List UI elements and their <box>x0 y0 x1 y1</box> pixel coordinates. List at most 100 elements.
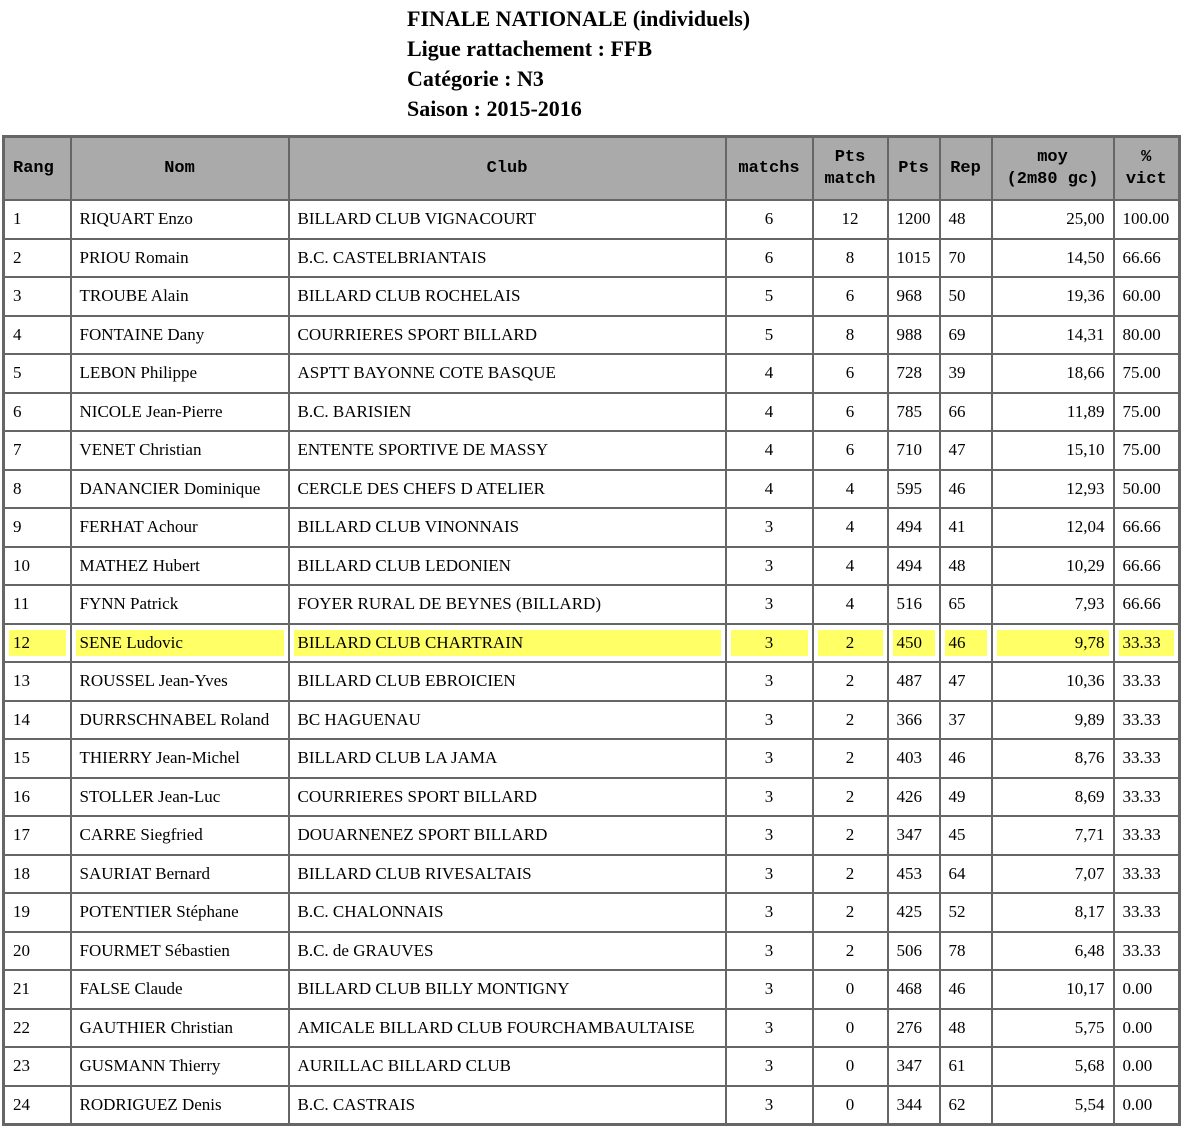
cell-matchs: 3 <box>724 776 814 817</box>
cell-nom: MATHEZ Hubert <box>69 545 290 586</box>
cell-pts: 516 <box>886 584 941 625</box>
cell-pts-match-value: 2 <box>817 629 883 656</box>
cell-pts: 1200 <box>886 199 941 240</box>
cell-rang: 13 <box>2 661 72 702</box>
cell-pts-value: 366 <box>896 709 923 729</box>
cell-nom: FERHAT Achour <box>69 507 290 548</box>
cell-moy: 10,17 <box>990 969 1115 1010</box>
cell-matchs-value: 6 <box>764 247 774 267</box>
cell-matchs: 3 <box>724 584 814 625</box>
cell-nom: PRIOU Romain <box>69 237 290 278</box>
cell-nom: LEBON Philippe <box>69 353 290 394</box>
cell-pts: 487 <box>886 661 941 702</box>
cell-moy-value: 8,69 <box>1074 786 1105 806</box>
cell-pts-value: 453 <box>896 863 923 883</box>
cell-pct-vict-value: 33.33 <box>1122 671 1161 691</box>
cell-club-value: CERCLE DES CHEFS D ATELIER <box>297 478 545 498</box>
cell-pts-match: 2 <box>811 622 889 663</box>
cell-club-value: ENTENTE SPORTIVE DE MASSY <box>297 440 549 460</box>
cell-matchs: 4 <box>724 391 814 432</box>
cell-moy-value: 5,54 <box>1074 1094 1105 1114</box>
cell-pts-match: 4 <box>811 545 889 586</box>
cell-nom-value: GAUTHIER Christian <box>79 1017 233 1037</box>
cell-pct-vict: 60.00 <box>1112 276 1181 317</box>
cell-club-value: COURRIERES SPORT BILLARD <box>297 324 538 344</box>
cell-club: B.C. CASTELBRIANTAIS <box>287 237 727 278</box>
cell-rang: 7 <box>2 430 72 471</box>
cell-club-value: DOUARNENEZ SPORT BILLARD <box>297 825 548 845</box>
column-header-matchs: matchs <box>724 135 814 201</box>
cell-moy: 8,17 <box>990 892 1115 933</box>
cell-moy: 11,89 <box>990 391 1115 432</box>
cell-pts-value: 516 <box>896 594 923 614</box>
cell-pts-match: 2 <box>811 661 889 702</box>
cell-moy: 9,78 <box>990 622 1115 663</box>
cell-pts: 494 <box>886 545 941 586</box>
cell-pct-vict-value: 33.33 <box>1122 902 1161 922</box>
cell-nom-value: FERHAT Achour <box>79 517 198 537</box>
cell-rang: 19 <box>2 892 72 933</box>
cell-pts: 276 <box>886 1007 941 1048</box>
cell-rep-value: 46 <box>944 629 987 656</box>
cell-pts-match: 6 <box>811 430 889 471</box>
cell-moy-value: 15,10 <box>1066 440 1105 460</box>
cell-pts-value: 1015 <box>896 247 931 267</box>
cell-matchs: 5 <box>724 314 814 355</box>
cell-club: AURILLAC BILLARD CLUB <box>287 1046 727 1087</box>
cell-club-value: BILLARD CLUB EBROICIEN <box>297 671 516 691</box>
cell-pts: 494 <box>886 507 941 548</box>
cell-matchs: 3 <box>724 1084 814 1126</box>
cell-nom: SAURIAT Bernard <box>69 853 290 894</box>
cell-rang: 12 <box>2 622 72 663</box>
cell-matchs-value: 3 <box>764 786 774 806</box>
cell-club-value: BILLARD CLUB VINONNAIS <box>297 517 520 537</box>
cell-moy: 7,07 <box>990 853 1115 894</box>
cell-pct-vict: 75.00 <box>1112 430 1181 471</box>
cell-pts-match: 2 <box>811 776 889 817</box>
cell-matchs-value: 4 <box>764 401 774 421</box>
cell-rep-value: 39 <box>948 363 966 383</box>
cell-rang: 9 <box>2 507 72 548</box>
cell-pts: 403 <box>886 738 941 779</box>
cell-moy-value: 14,31 <box>1066 324 1105 344</box>
cell-matchs: 4 <box>724 353 814 394</box>
cell-pct-vict: 66.66 <box>1112 507 1181 548</box>
table-row: 12 SENE Ludovic BILLARD CLUB CHARTRAIN 3 2 45… <box>2 622 1181 663</box>
cell-nom-value: DURRSCHNABEL Roland <box>79 709 270 729</box>
cell-moy: 19,36 <box>990 276 1115 317</box>
cell-club: BILLARD CLUB VINONNAIS <box>287 507 727 548</box>
cell-pts: 425 <box>886 892 941 933</box>
cell-club-value: BILLARD CLUB LEDONIEN <box>297 555 511 575</box>
cell-club: B.C. de GRAUVES <box>287 930 727 971</box>
cell-club: BILLARD CLUB VIGNACOURT <box>287 199 727 240</box>
cell-club: COURRIERES SPORT BILLARD <box>287 776 727 817</box>
cell-moy-value: 10,29 <box>1066 555 1105 575</box>
cell-pts: 968 <box>886 276 941 317</box>
cell-pts-value: 494 <box>896 517 923 537</box>
cell-moy: 8,69 <box>990 776 1115 817</box>
cell-pct-vict: 100.00 <box>1112 199 1181 240</box>
table-row: 23 GUSMANN Thierry AURILLAC BILLARD CLUB 3 0… <box>2 1046 1181 1087</box>
cell-rep: 52 <box>938 892 993 933</box>
cell-nom: RIQUART Enzo <box>69 199 290 240</box>
cell-pct-vict-value: 75.00 <box>1122 363 1161 383</box>
cell-pts-value: 595 <box>896 478 923 498</box>
cell-rang: 20 <box>2 930 72 971</box>
cell-pts-value: 347 <box>896 825 923 845</box>
table-row: 17 CARRE Siegfried DOUARNENEZ SPORT BILLAR… <box>2 815 1181 856</box>
cell-matchs-value: 3 <box>764 748 774 768</box>
cell-rang: 11 <box>2 584 72 625</box>
cell-pct-vict-value: 33.33 <box>1122 825 1161 845</box>
cell-rep: 47 <box>938 430 993 471</box>
cell-pts: 785 <box>886 391 941 432</box>
cell-pts: 347 <box>886 815 941 856</box>
cell-rang-value: 3 <box>13 286 22 306</box>
page-header: FINALE NATIONALE (individuels) Ligue rat… <box>407 4 750 124</box>
cell-moy-value: 12,04 <box>1066 517 1105 537</box>
cell-club: FOYER RURAL DE BEYNES (BILLARD) <box>287 584 727 625</box>
column-header-moy: moy (2m80 gc) <box>990 135 1115 201</box>
cell-club: BILLARD CLUB LEDONIEN <box>287 545 727 586</box>
cell-moy-value: 5,68 <box>1074 1056 1105 1076</box>
cell-rang-value: 2 <box>13 247 22 267</box>
cell-rep-value: 62 <box>948 1094 966 1114</box>
